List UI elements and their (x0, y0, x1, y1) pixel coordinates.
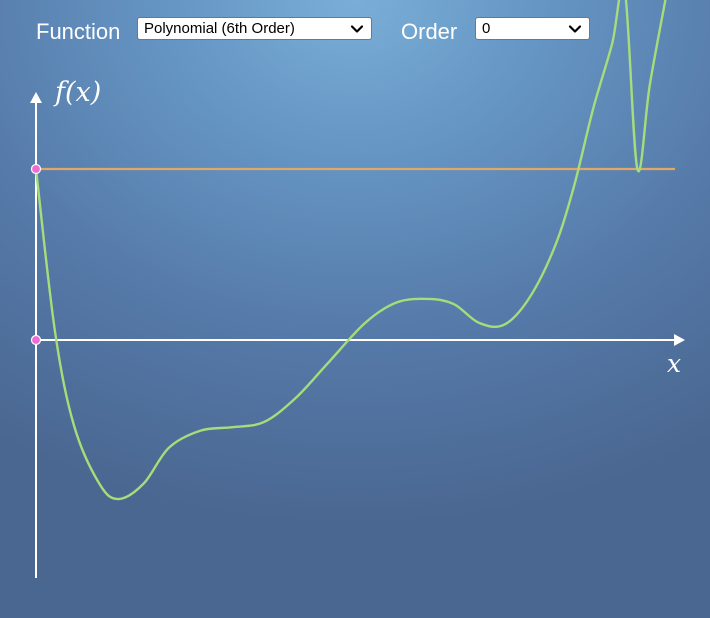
function-select[interactable]: Polynomial (6th Order) (137, 17, 372, 40)
origin-point[interactable] (30, 334, 42, 346)
x-axis-label: x (667, 349, 681, 378)
order-select-value: 0 (482, 20, 491, 37)
y-axis-label: f(x) (53, 77, 101, 108)
chevron-down-icon (568, 25, 582, 33)
approximation-point[interactable] (30, 163, 42, 175)
chevron-down-icon (350, 25, 364, 33)
function-label: Function (36, 19, 121, 44)
axes (30, 92, 685, 578)
order-label: Order (401, 19, 458, 44)
controls-bar: Function Polynomial (6th Order) Order 0 (0, 0, 710, 60)
function-select-value: Polynomial (6th Order) (144, 20, 295, 37)
order-select[interactable]: 0 (475, 17, 590, 40)
y-axis-arrow-icon (30, 92, 42, 103)
function-curve (34, 0, 667, 501)
point-markers (30, 163, 42, 346)
x-axis-arrow-icon (674, 334, 685, 346)
